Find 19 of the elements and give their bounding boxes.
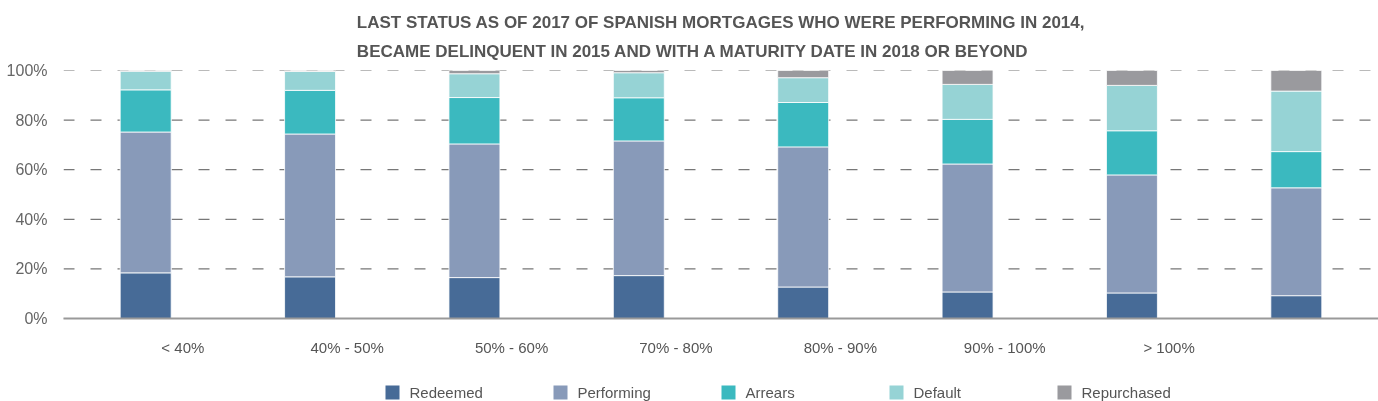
y-tick-label: 60% (15, 161, 48, 179)
legend-label: Performing (577, 384, 651, 401)
legend-label: Redeemed (409, 384, 483, 401)
y-tick-label: 0% (24, 310, 48, 327)
legend-label: Default (913, 384, 962, 401)
x-tick-label: 40% - 50% (310, 338, 384, 356)
y-tick-label: 80% (15, 111, 48, 129)
y-tick-label: 20% (15, 260, 48, 278)
x-tick-label: 80% - 90% (803, 338, 878, 356)
legend-label: Repurchased (1081, 384, 1171, 401)
chart-title: LAST STATUS AS OF 2017 OF SPANISH MORTGAGES WHO WERE PERFORMING IN 2014, BECAME DELINQUENT IN 2015 AND WITH A MATURITY DATE IN 2018 OR BEYOND (356, 13, 1085, 61)
x-tick-label: 50% - 60% (474, 338, 549, 356)
y-tick-label: 100% (6, 62, 48, 79)
x-tick-label: > 100% (1143, 338, 1195, 356)
x-tick-label: 90% - 100% (963, 338, 1046, 356)
x-tick-label: < 40% (161, 338, 205, 356)
legend-label: Arrears (745, 384, 795, 401)
y-tick-label: 40% (15, 210, 48, 228)
x-tick-label: 70% - 80% (639, 338, 713, 356)
